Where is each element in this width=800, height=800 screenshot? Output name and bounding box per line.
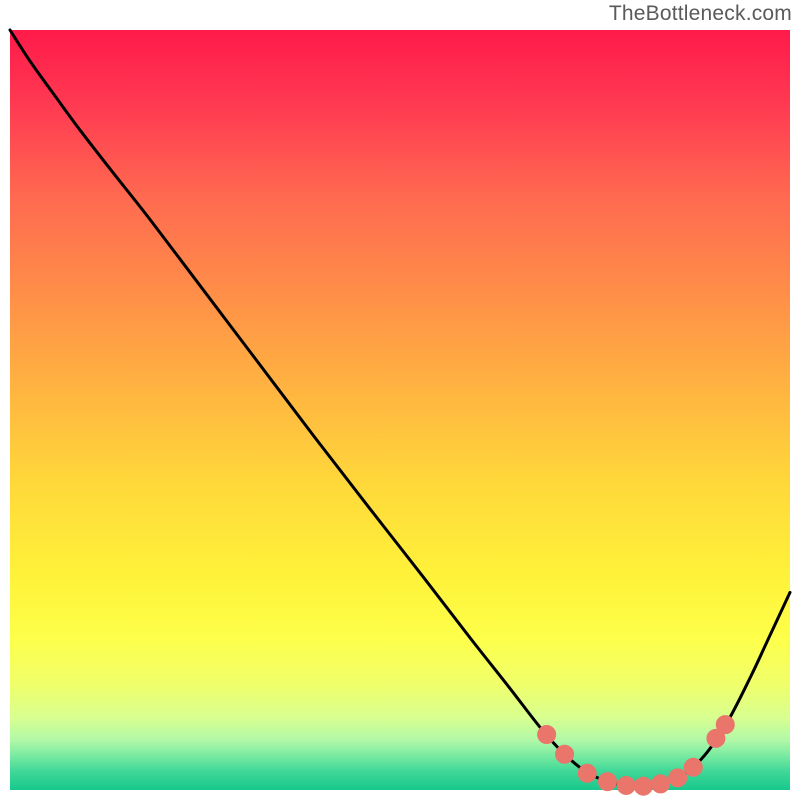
- curve-marker: [669, 769, 687, 787]
- curve-marker: [538, 726, 556, 744]
- gradient-background: [10, 30, 790, 790]
- curve-marker: [652, 775, 670, 793]
- watermark-text: TheBottleneck.com: [609, 2, 792, 26]
- chart-svg: [0, 0, 800, 800]
- curve-marker: [617, 776, 635, 794]
- curve-marker: [684, 758, 702, 776]
- curve-marker: [578, 764, 596, 782]
- curve-marker: [634, 777, 652, 795]
- curve-marker: [598, 773, 616, 791]
- chart-container: TheBottleneck.com: [0, 0, 800, 800]
- curve-marker: [716, 716, 734, 734]
- curve-marker: [556, 745, 574, 763]
